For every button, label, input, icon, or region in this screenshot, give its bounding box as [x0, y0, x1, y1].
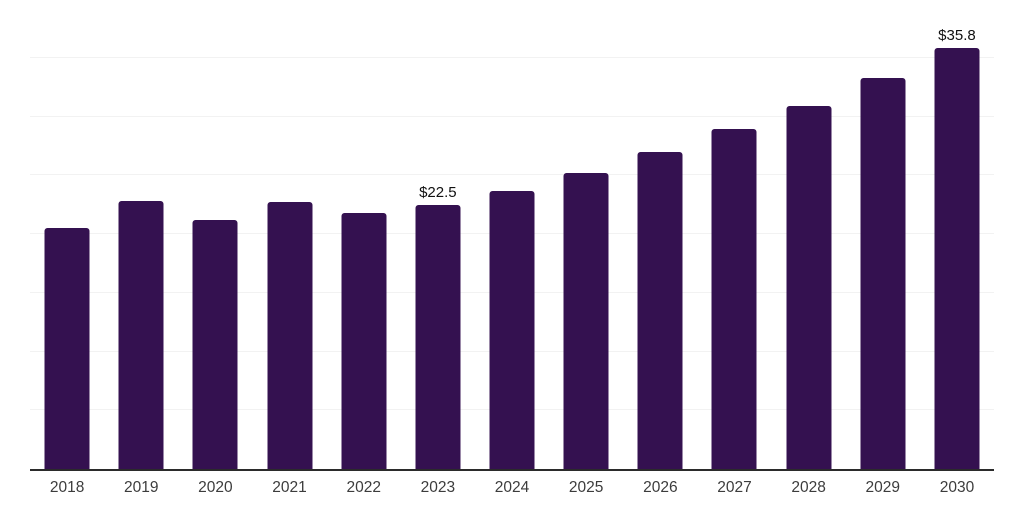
bar-slot-2026	[623, 0, 697, 469]
bar-slot-2018	[30, 0, 104, 469]
bar-value-label-2030: $35.8	[938, 27, 976, 45]
bar-slot-2025	[549, 0, 623, 469]
x-tick-label-2028: 2028	[791, 479, 826, 496]
bar-2030	[934, 48, 980, 469]
x-tick-label-2023: 2023	[420, 479, 456, 496]
x-tick-label-2021: 2021	[272, 479, 307, 496]
x-axis-tick-labels: 2018 2019 2020 2021 2022 2023 2024 2025 2026 2027…	[30, 479, 994, 497]
x-tick-label-2020: 2020	[198, 479, 233, 496]
bar-slot-2020	[178, 0, 252, 469]
bar-slot-2027	[697, 0, 771, 469]
bar-2023	[415, 204, 461, 469]
gridline-35	[30, 56, 994, 58]
bars-container: $22.5 $35.8	[30, 0, 994, 469]
bar-2024	[489, 190, 535, 469]
bar-slot-2022	[327, 0, 401, 469]
bar-2025	[563, 172, 609, 469]
x-tick-label-2018: 2018	[49, 479, 85, 496]
bar-value-label-2023: $22.5	[419, 183, 457, 201]
x-tick-label-2030: 2030	[939, 479, 975, 496]
bar-2026	[637, 151, 683, 469]
bar-slot-2021	[252, 0, 326, 469]
bar-2019	[118, 201, 164, 469]
bar-2029	[860, 77, 906, 469]
x-tick-label-2029: 2029	[865, 479, 901, 496]
x-tick-label-2019: 2019	[123, 479, 159, 496]
bar-2020	[192, 219, 238, 469]
plot-area: $22.5 $35.8	[30, 0, 994, 471]
gridline-25	[30, 174, 994, 176]
bar-slot-2019	[104, 0, 178, 469]
bar-2018	[44, 228, 90, 469]
bar-slot-2028	[772, 0, 846, 469]
bar-2022	[341, 212, 387, 469]
bar-slot-2029	[846, 0, 920, 469]
x-tick-label-2022: 2022	[346, 479, 381, 496]
x-tick-label-2026: 2026	[643, 479, 678, 496]
x-tick-label-2025: 2025	[568, 479, 604, 496]
bar-slot-2023: $22.5	[401, 0, 475, 469]
bar-2021	[267, 202, 313, 469]
x-tick-label-2027: 2027	[717, 479, 752, 496]
bar-2027	[711, 129, 757, 469]
bar-slot-2024	[475, 0, 549, 469]
x-axis-line	[30, 469, 994, 471]
bar-2028	[786, 105, 832, 469]
x-tick-label-2024: 2024	[494, 479, 530, 496]
bar-slot-2030: $35.8	[920, 0, 994, 469]
gridline-30	[30, 115, 994, 117]
